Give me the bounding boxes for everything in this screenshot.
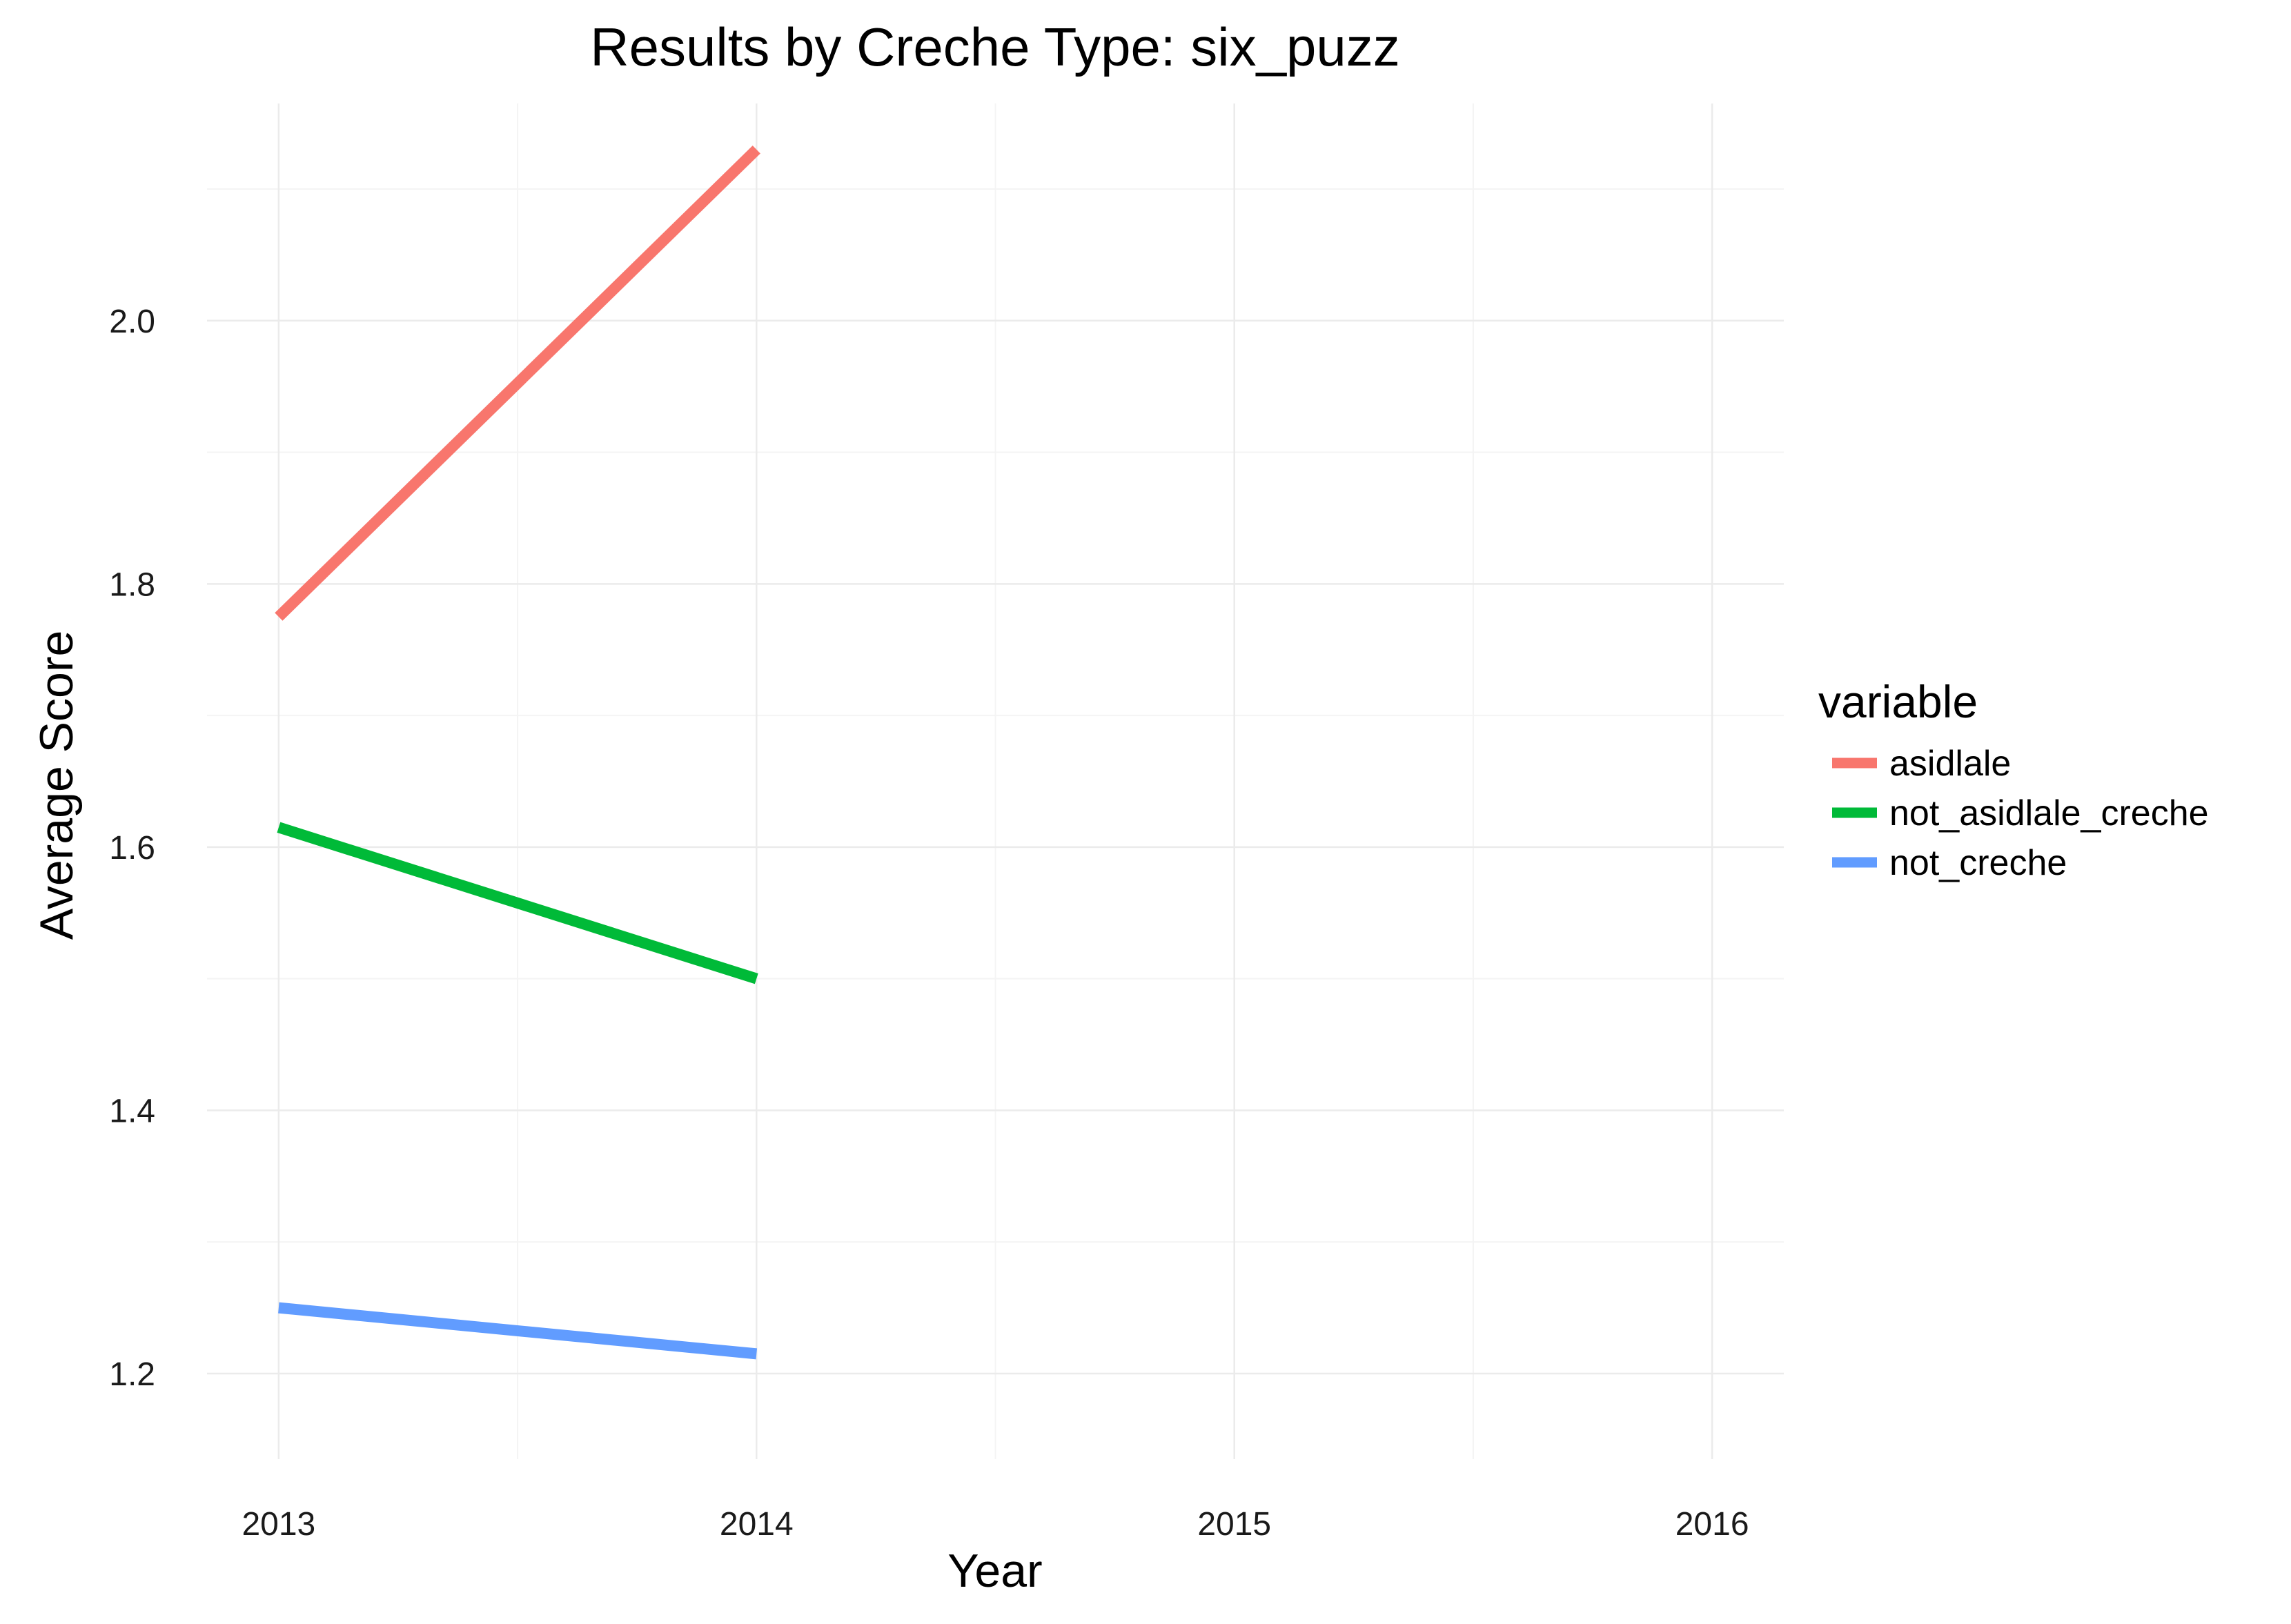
y-tick-label: 1.2	[109, 1356, 155, 1393]
grid	[207, 103, 1784, 1459]
x-axis-title: Year	[947, 1545, 1042, 1597]
legend-label: not_creche	[1889, 843, 2067, 883]
x-tick-label: 2015	[1197, 1506, 1271, 1543]
legend-items: asidlale not_asidlale_creche not_creche	[1832, 744, 2209, 883]
y-axis-title: Average Score	[30, 631, 83, 940]
chart-title: Results by Creche Type: six_puzz	[590, 17, 1399, 77]
legend-title: variable	[1818, 676, 1978, 727]
y-tick-label: 1.6	[109, 830, 155, 867]
y-tick-label: 2.0	[109, 304, 155, 340]
series-line-not_asidlale_creche	[277, 822, 758, 984]
x-axis-ticks: 2013 2014 2015 2016	[242, 1506, 1749, 1543]
y-tick-label: 1.4	[109, 1093, 155, 1129]
series-layer	[275, 146, 760, 1360]
x-tick-label: 2013	[242, 1506, 315, 1543]
series-line-asidlale	[275, 146, 760, 621]
x-tick-label: 2014	[720, 1506, 794, 1543]
y-axis-ticks: 1.2 1.4 1.6 1.8 2.0	[109, 304, 155, 1393]
legend-label: asidlale	[1889, 744, 2011, 784]
y-tick-label: 1.8	[109, 566, 155, 603]
series-line-not_creche	[278, 1302, 758, 1360]
legend-label: not_asidlale_creche	[1889, 793, 2209, 833]
legend: variable asidlale not_asidlale_creche not_…	[1818, 676, 2209, 883]
x-tick-label: 2016	[1675, 1506, 1749, 1543]
